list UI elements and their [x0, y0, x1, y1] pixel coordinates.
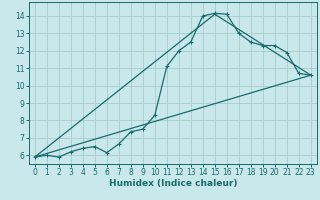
X-axis label: Humidex (Indice chaleur): Humidex (Indice chaleur) — [108, 179, 237, 188]
